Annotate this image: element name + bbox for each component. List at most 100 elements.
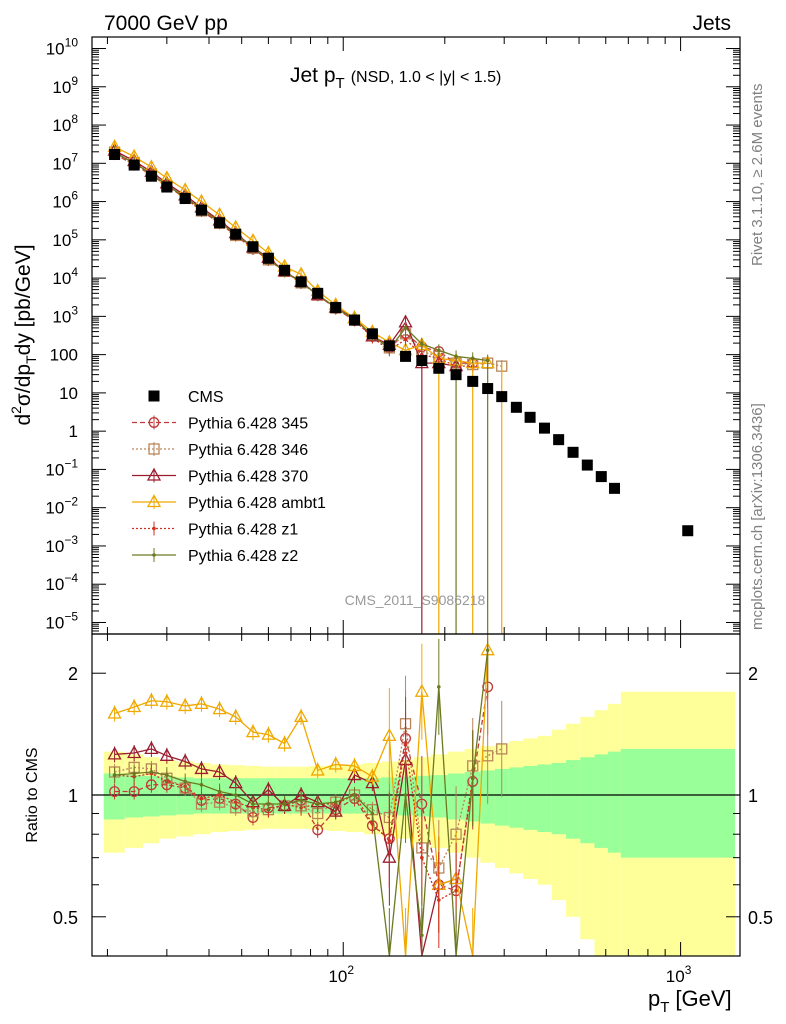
ratio-point: [414, 683, 429, 697]
legend-label: Pythia 6.428 346: [188, 442, 308, 459]
ratio-point: [437, 898, 441, 902]
ratio-point: [109, 786, 121, 797]
uncertainty-band-inner: [620, 748, 736, 858]
ylabel-part-sub: T: [23, 355, 39, 364]
cms-point: [682, 525, 694, 537]
uncertainty-band-inner: [509, 767, 524, 828]
uncertainty-band-inner: [494, 768, 510, 826]
ratio-point: [144, 692, 159, 706]
ratio-point: [333, 800, 338, 804]
cms-point: [145, 170, 157, 182]
rivet-label: Rivet 3.1.10, ≥ 2.6M events: [749, 84, 766, 267]
legend-label: Pythia 6.428 z1: [188, 522, 298, 539]
cms-point: [330, 302, 342, 314]
main-ylabel: d2σ/dpTdy [pb/GeV]: [8, 244, 39, 425]
cms-point: [128, 159, 140, 171]
main-y-tick-label: 10−4: [45, 571, 78, 594]
cms-point: [539, 422, 551, 434]
ratio-point: [387, 839, 392, 843]
ratio-point: [347, 767, 362, 781]
ratio-ylabel: Ratio to CMS: [24, 747, 41, 842]
ratio-point: [347, 758, 362, 772]
ratio-point: [128, 786, 140, 797]
cms-point: [553, 434, 565, 446]
ratio-point: [245, 724, 261, 738]
ylabel-part-d: d: [12, 414, 35, 426]
data-point: [403, 326, 408, 330]
legend-label: Pythia 6.428 370: [188, 469, 308, 486]
cms-point: [595, 471, 607, 483]
legend-entry: Pythia 6.428 370: [132, 467, 308, 486]
main-y-tick-label: 10−2: [45, 495, 78, 518]
ratio-point: [199, 782, 204, 787]
uncertainty-band-inner: [608, 751, 621, 853]
cms-point: [567, 446, 579, 458]
main-y-tick-label: 1: [69, 422, 78, 441]
main-y-tick-label: 100: [50, 346, 78, 365]
main-y-tick-label: 105: [52, 227, 78, 250]
cms-point: [262, 252, 274, 264]
header-left: 7000 GeV pp: [104, 12, 228, 35]
legend-marker: [148, 443, 160, 455]
uncertainty-band-inner: [566, 760, 581, 839]
ratio-point: [178, 698, 193, 712]
main-y-tick-label: 10−5: [45, 609, 78, 632]
ylabel-part-rest: dy [pb/GeV]: [12, 244, 35, 355]
ratio-point: [199, 796, 204, 801]
ratio-point: [159, 693, 174, 707]
analysis-watermark: CMS_2011_S9086218: [345, 592, 486, 608]
xlabel-main: p: [648, 986, 660, 1011]
ratio-point: [194, 695, 209, 709]
legend-marker: [148, 390, 160, 402]
cms-point: [179, 193, 191, 205]
ratio-point: [107, 746, 122, 760]
ratio-point: [107, 705, 122, 719]
ratio-point: [365, 768, 380, 782]
ratio-point: [127, 745, 142, 759]
ratio-y-tick-label-left: 1: [68, 786, 78, 806]
legend-label: Pythia 6.428 z2: [188, 548, 298, 565]
xlabel-rest: [GeV]: [675, 986, 731, 1011]
legend: CMS Pythia 6.428 345 Pythia 6.428 346 Pythi…: [132, 389, 326, 565]
cms-point: [349, 314, 361, 326]
cms-point: [195, 204, 207, 216]
uncertainty-band-inner: [523, 765, 538, 830]
ratio-point: [261, 781, 276, 795]
ratio-point: [266, 802, 271, 806]
main-y-tick-label: 107: [52, 150, 78, 173]
ratio-point: [251, 802, 255, 806]
main-y-tick-label: 1010: [46, 36, 79, 59]
legend-entry: Pythia 6.428 ambt1: [132, 494, 326, 512]
cms-point: [609, 482, 621, 494]
main-title: Jet pT (NSD, 1.0 < |y| < 1.5): [290, 64, 501, 92]
legend-marker: [152, 553, 156, 557]
title-rest: (NSD, 1.0 < |y| < 1.5): [351, 69, 502, 86]
ratio-point: [228, 709, 243, 723]
ratio-point: [365, 775, 380, 789]
ratio-point: [403, 743, 408, 747]
cms-point: [450, 369, 462, 381]
data-point: [437, 356, 441, 361]
cms-point: [524, 411, 536, 423]
uncertainty-band-inner: [594, 754, 609, 848]
x-axis-label: pT [GeV]: [648, 986, 732, 1016]
ratio-point: [352, 793, 357, 797]
legend-label: Pythia 6.428 345: [188, 416, 308, 433]
legend-entry: Pythia 6.428 z1: [132, 521, 298, 539]
main-frame: [91, 36, 741, 635]
ratio-point: [212, 701, 227, 715]
legend-entry: Pythia 6.428 346: [132, 442, 308, 459]
ratio-point: [183, 779, 187, 784]
ratio-y-tick-label-left: 2: [68, 664, 78, 684]
cms-point: [510, 401, 522, 413]
x-tick-label: 102: [328, 963, 354, 986]
ratio-point: [277, 735, 292, 749]
ratio-point: [496, 743, 508, 755]
data-point: [454, 354, 458, 359]
uncertainty-band-inner: [551, 762, 567, 835]
ratio-point: [212, 764, 227, 778]
legend-label: CMS: [188, 389, 224, 406]
data-point: [403, 337, 408, 342]
legend-marker: [146, 467, 162, 481]
ratio-panel: 2 2 1 1 0.5 0.5 102 103 Ratio to CMS pT [GeV]: [24, 633, 773, 1016]
